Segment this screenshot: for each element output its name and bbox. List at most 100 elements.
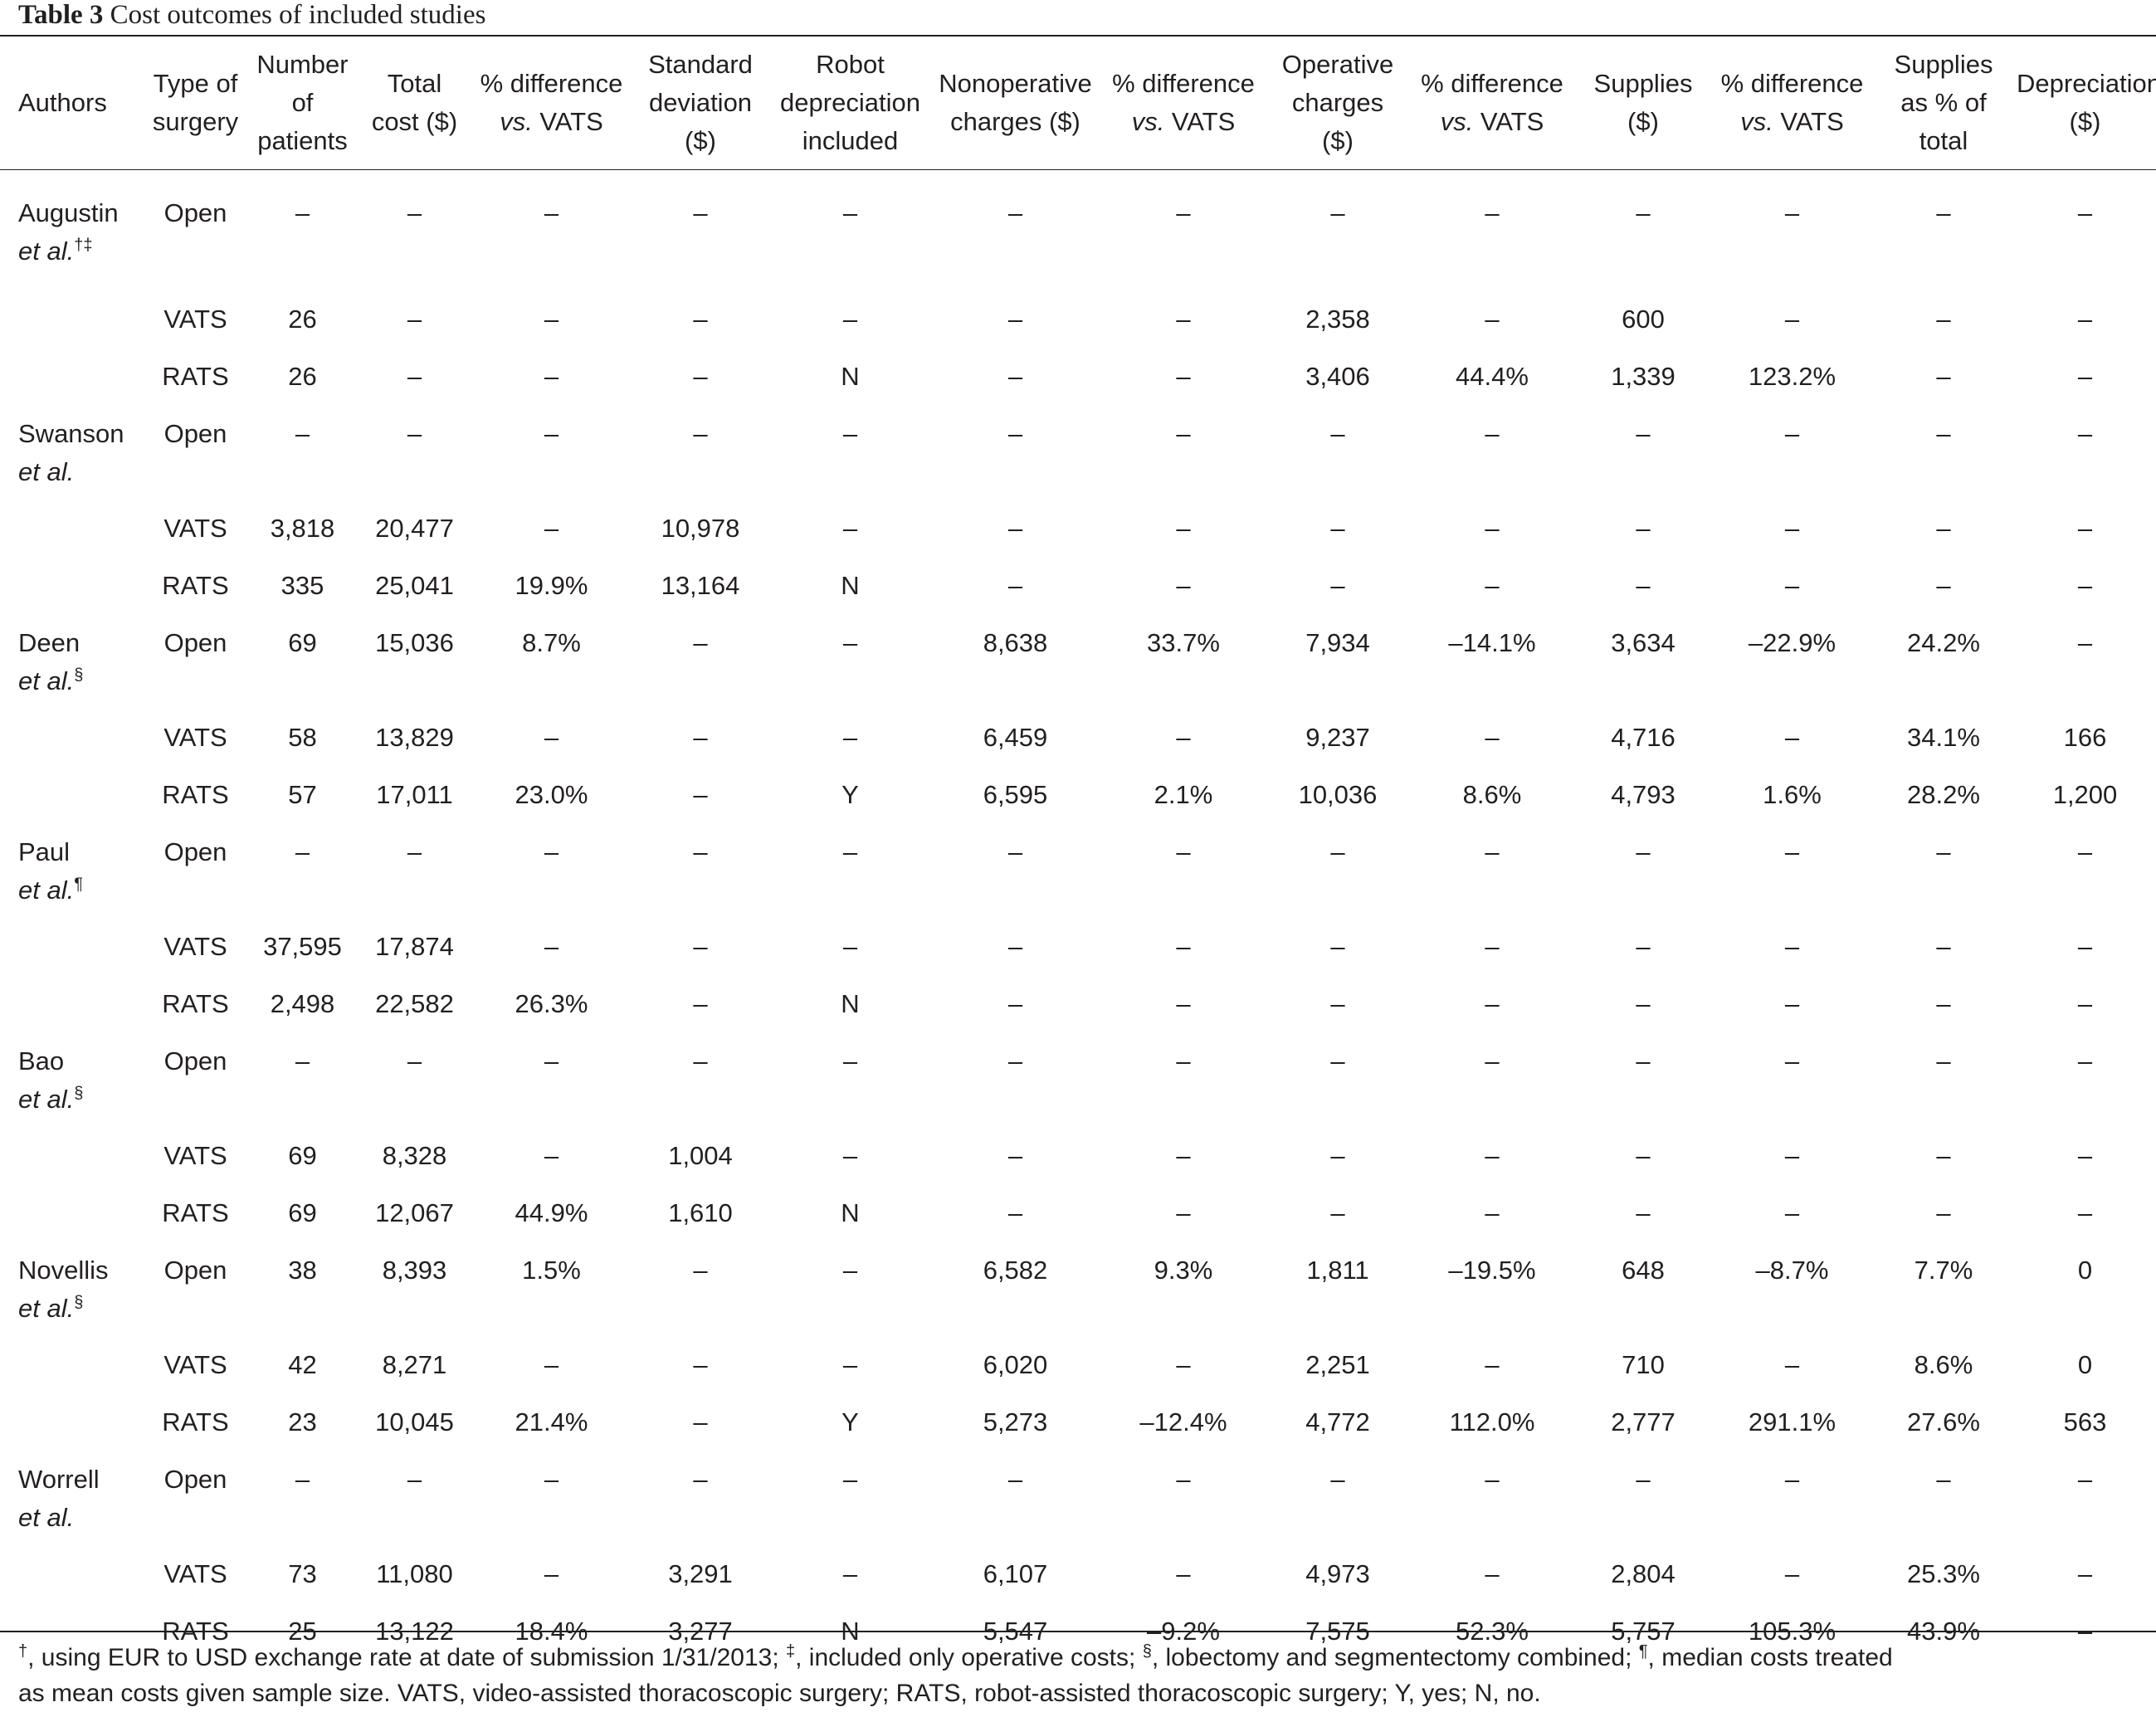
author-cell bbox=[0, 764, 143, 822]
table-cell: 38 bbox=[288, 1256, 317, 1285]
author-etal: et al. bbox=[18, 1294, 75, 1323]
table-cell: 7.7% bbox=[1914, 1256, 1973, 1285]
table-cell: – bbox=[1176, 1198, 1191, 1227]
table-cell: – bbox=[1330, 837, 1345, 866]
table-cell: 6,459 bbox=[983, 723, 1048, 752]
table-cell: 8,328 bbox=[382, 1141, 447, 1170]
table-cell: – bbox=[1330, 514, 1345, 543]
table-cell: – bbox=[1485, 514, 1500, 543]
surgery-type-cell: Open bbox=[163, 1465, 227, 1494]
table-cell: 57 bbox=[288, 780, 317, 809]
table-cell: – bbox=[1176, 514, 1191, 543]
table-cell: – bbox=[1636, 1465, 1651, 1494]
table-cell: 563 bbox=[2063, 1407, 2107, 1436]
table-cell: – bbox=[544, 305, 559, 334]
table-cell: – bbox=[2077, 571, 2093, 600]
table-cell: – bbox=[1936, 989, 1951, 1018]
table-cell: – bbox=[693, 419, 708, 448]
table-cell: –22.9% bbox=[1748, 628, 1837, 657]
table-cell: – bbox=[2077, 1617, 2093, 1646]
table-cell: 69 bbox=[288, 1198, 317, 1227]
surgery-type-cell: RATS bbox=[162, 1617, 229, 1646]
table-cell: – bbox=[1485, 989, 1500, 1018]
table-cell: 12,067 bbox=[375, 1198, 454, 1227]
bottom-rule bbox=[0, 1631, 2156, 1632]
table-cell: 2,777 bbox=[1611, 1407, 1676, 1436]
table-cell: – bbox=[1176, 1559, 1191, 1588]
table-cell: 3,818 bbox=[270, 514, 335, 543]
table-cell: – bbox=[1330, 571, 1345, 600]
table-cell: – bbox=[1784, 837, 1800, 866]
table-cell: – bbox=[1636, 571, 1651, 600]
author-cell bbox=[0, 1544, 143, 1601]
table-cell: – bbox=[1784, 305, 1800, 334]
author-name: Swanson bbox=[18, 419, 124, 448]
header-row: Authors Type of surgery Number of patients Tot… bbox=[0, 37, 2156, 169]
table-cell: – bbox=[1936, 932, 1951, 961]
author-cell bbox=[0, 973, 143, 1031]
table-cell: 1.5% bbox=[522, 1256, 581, 1285]
table-cell: – bbox=[1936, 837, 1951, 866]
table-cell: – bbox=[544, 1465, 559, 1494]
table-cell: – bbox=[544, 723, 559, 752]
table-cell: – bbox=[2077, 1046, 2093, 1075]
table-cell: 105.3% bbox=[1748, 1617, 1837, 1646]
table-cell: – bbox=[2077, 198, 2093, 227]
table-cell: N bbox=[841, 989, 860, 1018]
table-row: Augustin et al.†‡ Open – – – – – – – – – – – – – bbox=[0, 169, 2156, 289]
table-cell: – bbox=[2077, 1141, 2093, 1170]
table-row: RATS 25 13,122 18.4% 3,277 N 5,547 –9.2% 7,575 52… bbox=[0, 1601, 2156, 1658]
author-cell: Augustin et al.†‡ bbox=[0, 169, 143, 289]
table-cell: 8.6% bbox=[1462, 780, 1522, 809]
table-cell: – bbox=[1330, 1465, 1345, 1494]
table-cell: – bbox=[693, 780, 708, 809]
cost-outcomes-table: Authors Type of surgery Number of patients Tot… bbox=[0, 37, 2156, 1658]
table-cell: – bbox=[842, 1559, 858, 1588]
surgery-type-cell: RATS bbox=[162, 1198, 229, 1227]
table-cell: – bbox=[1007, 305, 1023, 334]
footnote-marker: § bbox=[74, 666, 84, 685]
table-cell: –12.4% bbox=[1139, 1407, 1227, 1436]
table-cell: 27.6% bbox=[1907, 1407, 1980, 1436]
table-cell: 44.9% bbox=[515, 1198, 588, 1227]
table-row: RATS 69 12,067 44.9% 1,610 N – – – – – – – – bbox=[0, 1183, 2156, 1240]
table-cell: 1,811 bbox=[1306, 1256, 1369, 1285]
surgery-type-cell: VATS bbox=[163, 305, 227, 334]
table-cell: – bbox=[842, 1141, 858, 1170]
table-cell: Y bbox=[841, 780, 859, 809]
author-cell bbox=[0, 498, 143, 555]
author-cell: Paul et al.¶ bbox=[0, 822, 143, 916]
table-cell: – bbox=[1936, 305, 1951, 334]
table-cell: – bbox=[842, 837, 858, 866]
table-cell: – bbox=[407, 837, 422, 866]
table-row: VATS 37,595 17,874 – – – – – – – – – – – bbox=[0, 916, 2156, 973]
table-cell: 6,582 bbox=[983, 1256, 1048, 1285]
footnote-marker: ¶ bbox=[1638, 1642, 1648, 1661]
table-cell: – bbox=[544, 1350, 559, 1379]
table-caption: Table 3 Cost outcomes of included studie… bbox=[18, 0, 485, 30]
table-cell: – bbox=[544, 514, 559, 543]
table-cell: – bbox=[1784, 932, 1800, 961]
table-cell: – bbox=[1636, 1198, 1651, 1227]
table-cell: 11,080 bbox=[376, 1559, 453, 1588]
table-cell: – bbox=[1636, 989, 1651, 1018]
table-cell: 123.2% bbox=[1748, 362, 1837, 391]
table-cell: – bbox=[1936, 362, 1951, 391]
author-etal: et al. bbox=[18, 1085, 75, 1114]
table-cell: – bbox=[1330, 932, 1345, 961]
table-cell: 1,004 bbox=[668, 1141, 733, 1170]
table-cell: 28.2% bbox=[1907, 780, 1980, 809]
surgery-type-cell: VATS bbox=[163, 932, 227, 961]
table-cell: – bbox=[1636, 837, 1651, 866]
surgery-type-cell: Open bbox=[163, 419, 227, 448]
table-cell: – bbox=[1176, 1141, 1191, 1170]
table-cell: –14.1% bbox=[1448, 628, 1536, 657]
author-cell bbox=[0, 1183, 143, 1240]
footnote-marker: § bbox=[74, 1084, 84, 1103]
table-cell: – bbox=[1176, 305, 1191, 334]
table-cell: – bbox=[1330, 1198, 1345, 1227]
table-cell: – bbox=[1784, 198, 1800, 227]
table-row: VATS 58 13,829 – – – 6,459 – 9,237 – 4,716 – 34.1% 16… bbox=[0, 707, 2156, 764]
table-footnote: †, using EUR to USD exchange rate at dat… bbox=[18, 1640, 2143, 1711]
table-cell: – bbox=[1007, 514, 1023, 543]
